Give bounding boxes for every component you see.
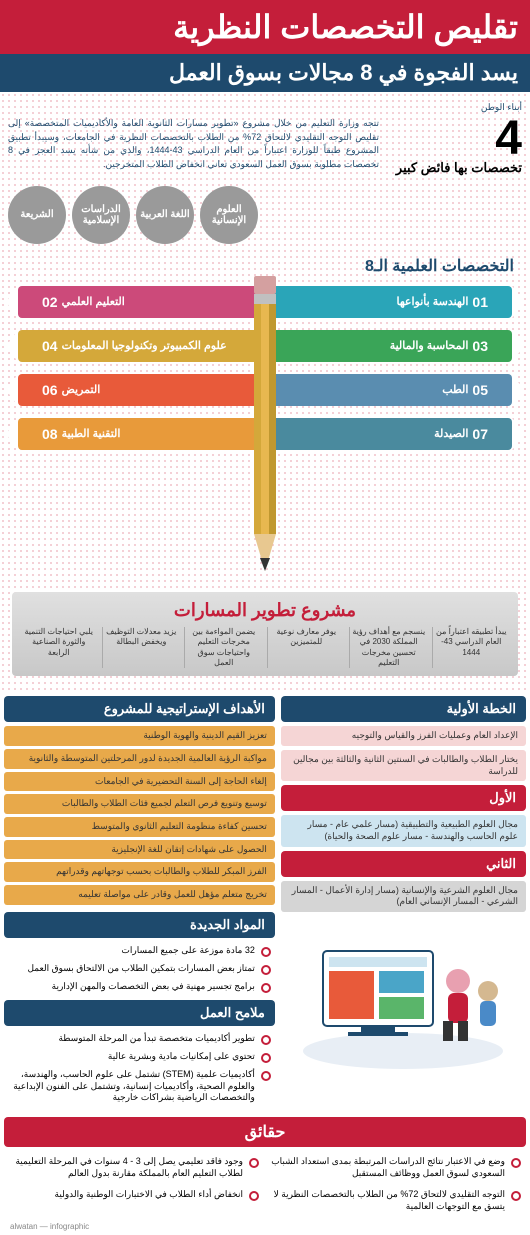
specialty-ribbon: علوم الكمبيوتر وتكنولوجيا المعلومات04.ri… <box>18 330 258 362</box>
strategic-item: إلغاء الحاجة إلى السنة التحضيرية في الجا… <box>4 772 275 792</box>
surplus-number: 4 <box>387 117 522 160</box>
project-title: مشروع تطوير المسارات <box>20 600 510 621</box>
project-cells: يبدأ تطبيقه اعتباراً من العام الدراسي 43… <box>20 627 510 669</box>
bullet-item: برامج تجسير مهنية في بعض التخصصات والمهن… <box>4 978 275 996</box>
work-features-header: ملامح العمل <box>4 1000 275 1026</box>
bullet-item: أكاديميات علمية (STEM) تشتمل على علوم ال… <box>4 1066 275 1107</box>
plan-item: يختار الطلاب والطالبات في السنتين الثاني… <box>281 750 526 781</box>
new-subjects-header: المواد الجديدة <box>4 912 275 938</box>
specialties-title: التخصصات العلمية الـ8 <box>365 256 514 276</box>
fact-item: التوجه التقليدي لالتحاق 72% من الطلاب با… <box>268 1186 524 1215</box>
bullet-item: تحتوي على إمكانيات مادية وبشرية عالية <box>4 1048 275 1066</box>
bullet-item: 32 مادة موزعة على جميع المسارات <box>4 942 275 960</box>
specialty-ribbon: 05الطب.ribbons-right .ribbon[style*="#5a… <box>272 374 512 406</box>
surplus-label: تخصصات بها فائض كبير <box>387 160 522 176</box>
plan-second-header: الثاني <box>281 851 526 877</box>
circle-item: الدراسات الإسلامية <box>72 186 130 244</box>
project-bar: مشروع تطوير المسارات يبدأ تطبيقه اعتبارا… <box>12 592 518 677</box>
strategic-item: توسيع وتنويع فرص التعلم لجميع فئات الطلا… <box>4 794 275 814</box>
intro-paragraph: تتجه وزارة التعليم من خلال مشروع «تطوير … <box>8 117 379 176</box>
specialty-ribbon: التعليم العلمي02.ribbons-left .ribbon[st… <box>18 286 258 318</box>
plan-item: الإعداد العام وعمليات الفرز والقياس والت… <box>281 726 526 746</box>
specialty-ribbon: 07الصيدلة.ribbons-right .ribbon[style*="… <box>272 418 512 450</box>
ribbons-right: 01الهندسة بأنواعها.ribbons-right .ribbon… <box>272 286 512 462</box>
bullet-item: تطوير أكاديميات متخصصة تبدأ من المرحلة ا… <box>4 1030 275 1048</box>
strategic-item: تحسين كفاءة منظومة التعليم الثانوي والمت… <box>4 817 275 837</box>
ribbons-left: التعليم العلمي02.ribbons-left .ribbon[st… <box>18 286 258 462</box>
strategic-item: مواكبة الرؤية العالمية الجديدة لدور المر… <box>4 749 275 769</box>
specialty-ribbon: 03المحاسبة والمالية.ribbons-right .ribbo… <box>272 330 512 362</box>
circle-item: اللغة العربية <box>136 186 194 244</box>
project-cell: ينسجم مع أهداف رؤية المملكة 2030 في تحسي… <box>349 627 428 669</box>
circle-item: الشريعة <box>8 186 66 244</box>
specialty-ribbon: التمريض06.ribbons-left .ribbon[style*="#… <box>18 374 258 406</box>
project-cell: يلبي احتياجات التنمية والثورة الصناعية ا… <box>20 627 98 669</box>
plan-second-text: مجال العلوم الشرعية والإنسانية (مسار إدا… <box>281 881 526 912</box>
plan-header: الخطة الأولية <box>281 696 526 722</box>
specialty-ribbon: التقنية الطبية08.ribbons-left .ribbon[st… <box>18 418 258 450</box>
strategic-item: تعزيز القيم الدينية والهوية الوطنية <box>4 726 275 746</box>
fact-item: انخفاض أداء الطلاب في الاختبارات الوطنية… <box>6 1186 262 1215</box>
pencil-illustration <box>240 276 290 586</box>
project-cell: يزيد معدلات التوظيف ويخفض البطالة <box>102 627 181 669</box>
strategic-item: الفرز المبكر للطلاب والطالبات بحسب توجها… <box>4 862 275 882</box>
strategic-item: تخريج متعلم مؤهل للعمل وقادر على مواصلة … <box>4 885 275 905</box>
plan-first-header: الأول <box>281 785 526 811</box>
bullet-item: تمتاز بعض المسارات بتمكين الطلاب من الال… <box>4 960 275 978</box>
project-cell: يوفر معارف نوعية للمتميزين <box>267 627 346 669</box>
project-cell: يضمن المواءمة بين مخرجات التعليم واحتياج… <box>184 627 263 669</box>
strategic-item: الحصول على شهادات إتقان للغة الإنجليزية <box>4 840 275 860</box>
project-cell: يبدأ تطبيقه اعتباراً من العام الدراسي 43… <box>432 627 511 669</box>
circle-item: العلوم الإنسانية <box>200 186 258 244</box>
footer-credit: alwatan — infographic <box>0 1218 530 1235</box>
header-title-blue: يسد الفجوة في 8 مجالات بسوق العمل <box>0 54 530 92</box>
specialty-ribbon: 01الهندسة بأنواعها.ribbons-right .ribbon… <box>272 286 512 318</box>
facts-header: حقائق <box>4 1117 526 1147</box>
header-title-red: تقليص التخصصات النظرية <box>0 0 530 54</box>
surplus-circles: العلوم الإنسانية اللغة العربية الدراسات … <box>8 186 522 244</box>
fact-item: وضع في الاعتبار نتائج الدراسات المرتبطة … <box>268 1153 524 1182</box>
strategic-header: الأهداف الإستراتيجية للمشروع <box>4 696 275 722</box>
source-label: أبناء الوطن <box>8 102 522 113</box>
illustration-box <box>281 916 526 1076</box>
fact-item: وجود فاقد تعليمي يصل إلى 3 - 4 سنوات في … <box>6 1153 262 1182</box>
plan-first-text: مجال العلوم الطبيعية والتطبيقية (مسار عل… <box>281 815 526 846</box>
